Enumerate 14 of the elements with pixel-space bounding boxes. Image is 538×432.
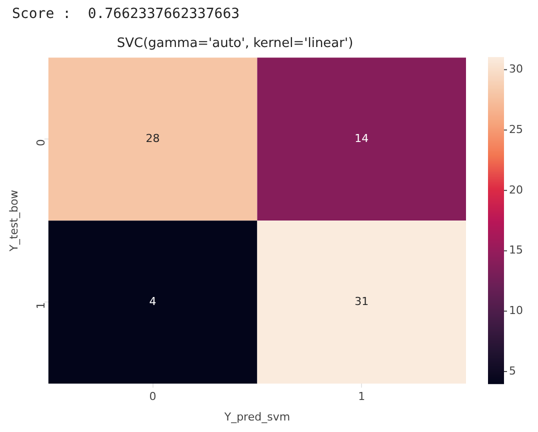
data-label: 14 xyxy=(354,132,369,145)
color-bar-label: 15 xyxy=(509,244,523,257)
color-bar-label: 10 xyxy=(509,304,523,318)
data-label: 28 xyxy=(146,132,160,145)
data-label: 4 xyxy=(149,294,156,308)
color-bar-label: 25 xyxy=(509,122,523,136)
color-bar-label: 30 xyxy=(509,62,523,76)
text: Score : 0.7662337662337663 xyxy=(12,6,241,22)
color-bar-label: 5 xyxy=(509,364,516,378)
x-axis-title: Y_pred_svm xyxy=(223,410,290,424)
color-bar-label: 20 xyxy=(509,183,523,196)
data-label: 31 xyxy=(354,294,369,308)
chart-title: SVC(gamma='auto', kernel='linear') xyxy=(116,36,354,52)
y-axis-title: Y_test_bow xyxy=(7,190,20,252)
